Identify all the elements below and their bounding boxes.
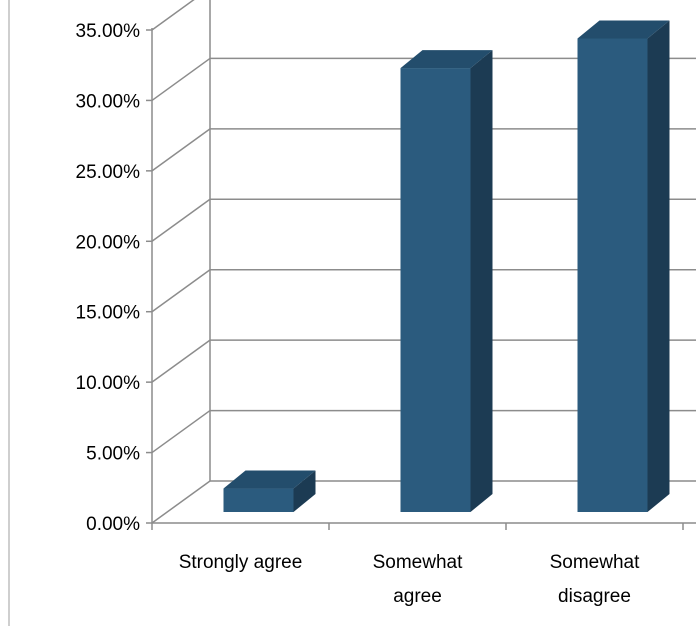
bar (223, 470, 316, 512)
gridline-diagonal (151, 269, 211, 313)
category-label: Somewhat agree (373, 552, 463, 607)
category-labels: Strongly agree Somewhat agree Somewhat disag… (179, 552, 640, 607)
bars (223, 20, 670, 513)
category-label: Somewhat disagree (550, 552, 640, 607)
bar-front (223, 488, 294, 512)
y-tick-labels: 0.00% 5.00% 10.00% 15.00% 20.00% 25.00% 30.00%… (76, 21, 141, 535)
bar-side (647, 20, 670, 512)
bar (400, 50, 493, 513)
bar-top (577, 20, 670, 39)
y-tick-label: 35.00% (76, 21, 141, 42)
y-tick-label: 10.00% (76, 373, 141, 394)
bar-side (470, 50, 493, 513)
axes (146, 28, 696, 530)
category-label: Strongly agree (179, 552, 303, 573)
gridline-diagonal (151, 57, 211, 102)
bar-side (293, 470, 316, 512)
bar-front (400, 68, 471, 513)
y-tick-label: 0.00% (86, 514, 140, 535)
y-tick-label: 5.00% (86, 444, 140, 465)
y-tick-label: 30.00% (76, 91, 141, 112)
gridline-diagonal (151, 409, 211, 454)
bar (577, 20, 670, 512)
y-tick-label: 25.00% (76, 162, 141, 183)
gridline-diagonal (151, 128, 211, 172)
bar-top (223, 470, 316, 489)
gridline-diagonal (151, 0, 195, 31)
gridline-diagonal (151, 198, 211, 242)
y-tick-label: 15.00% (76, 303, 141, 324)
bar-top (400, 50, 493, 69)
bar-front (577, 38, 648, 512)
gridline-diagonal (151, 339, 211, 383)
gridline-diagonal (151, 480, 211, 524)
y-tick-label: 20.00% (76, 232, 141, 253)
